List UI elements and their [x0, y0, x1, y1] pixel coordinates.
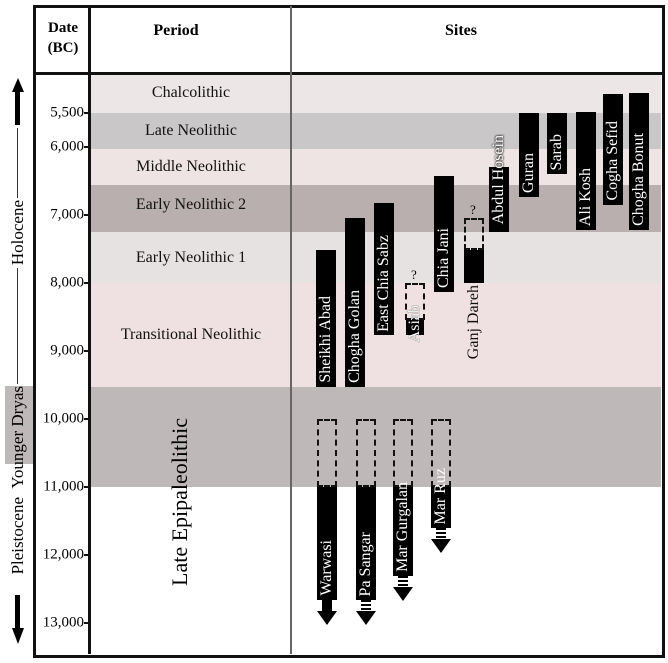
- tick-label: 13,000: [42, 614, 84, 631]
- site-label: Asiab: [406, 305, 423, 343]
- tick-label: 5,500: [50, 104, 84, 121]
- tick-mark: [84, 486, 90, 488]
- tick-mark: [84, 112, 90, 114]
- arrow-shaft: [322, 600, 332, 612]
- tick-label: 8,000: [50, 274, 84, 291]
- arrow-down-icon: [356, 611, 376, 625]
- site-bar: [431, 487, 451, 528]
- sites-column-divider: [290, 6, 292, 654]
- site-bar: [317, 487, 337, 600]
- uncertain-range: [393, 419, 413, 487]
- site-bar: [316, 250, 336, 388]
- uncertain-range: [464, 218, 484, 251]
- header-date: Date (BC): [36, 18, 90, 58]
- site-bar: [603, 93, 623, 205]
- arrow-shaft-striped: [436, 527, 446, 540]
- holocene-arrow-up-icon: [12, 78, 24, 92]
- tick-mark: [84, 214, 90, 216]
- holocene-arrow-shaft: [15, 90, 20, 125]
- question-mark: ?: [470, 202, 476, 218]
- site-label: Pa Sangar: [357, 531, 374, 596]
- site-label: Chogha Bonut: [630, 133, 647, 226]
- site-bar: [519, 113, 539, 198]
- arrow-shaft-striped: [361, 600, 371, 612]
- tick-mark: [84, 622, 90, 624]
- site-bar: [374, 203, 394, 336]
- site-bar: [434, 175, 454, 292]
- site-bar: [393, 487, 413, 576]
- header-date-unit: (BC): [47, 40, 79, 56]
- pleistocene-arrow-shaft: [15, 595, 20, 630]
- site-label: Ganj Dareh: [465, 285, 482, 360]
- period-label: Middle Neolithic: [136, 158, 246, 176]
- uncertain-range: [356, 419, 376, 487]
- date-column-divider: [88, 6, 91, 654]
- uncertain-range: [317, 419, 337, 487]
- period-label: Late Neolithic: [145, 122, 237, 140]
- header-sites: Sites: [445, 22, 477, 39]
- tick-mark: [84, 282, 90, 284]
- holocene-line: [17, 128, 18, 198]
- tick-label: 12,000: [42, 546, 84, 563]
- tick-label: 7,000: [50, 206, 84, 223]
- site-bar: [547, 113, 567, 175]
- site-label: East Chia Sabz: [375, 234, 392, 332]
- arrow-down-icon: [317, 611, 337, 625]
- site-label: Sarab: [548, 133, 565, 171]
- tick-label: 6,000: [50, 138, 84, 155]
- period-band: [91, 387, 661, 487]
- header-period: Period: [153, 22, 199, 39]
- tick-mark: [84, 350, 90, 352]
- site-label: Warwasi: [318, 540, 335, 596]
- outer-border: [33, 5, 665, 658]
- younger-dryas-band-left: [5, 386, 34, 464]
- site-bar: [576, 112, 596, 230]
- site-label: Mar Ruz: [432, 467, 449, 524]
- site-label: Mar Gurgalan: [394, 481, 411, 572]
- holocene-line-lower: [17, 268, 18, 384]
- site-label: Ali Kosh: [577, 167, 594, 226]
- tick-mark: [84, 554, 90, 556]
- uncertain-range: [405, 283, 425, 321]
- site-bar: [345, 218, 365, 388]
- site-label: Chogha Golan: [346, 290, 363, 384]
- header-row: [34, 6, 662, 75]
- site-bar: [489, 166, 509, 232]
- period-band: [91, 73, 661, 113]
- tick-mark: [84, 146, 90, 148]
- question-mark: ?: [411, 267, 417, 282]
- pleistocene-label: Pleistocene: [8, 497, 27, 575]
- tick-label: 9,000: [50, 342, 84, 359]
- tick-label: 10,000: [42, 410, 84, 427]
- arrow-down-icon: [431, 538, 451, 553]
- period-label: Transitional Neolithic: [120, 326, 262, 344]
- period-label: Early Neolithic 1: [135, 248, 247, 266]
- uncertain-range: [431, 419, 451, 487]
- site-label: Sheikhi Abad: [317, 296, 334, 384]
- tick-label: 11,000: [43, 478, 84, 495]
- period-label: Early Neolithic 2: [135, 195, 247, 213]
- pleistocene-arrow-down-icon: [12, 628, 24, 644]
- younger-dryas-label: Younger Dryas: [8, 386, 27, 489]
- site-label: Guran: [520, 153, 537, 194]
- late-epipaleolithic-label: Late Epipaleolithic: [167, 418, 192, 586]
- site-bar: [406, 320, 424, 336]
- header-date-label: Date: [48, 20, 78, 36]
- site-bar: [629, 92, 649, 230]
- tick-mark: [84, 418, 90, 420]
- site-label: Abdul Hosein: [490, 134, 507, 224]
- site-label: Cogha Sefid: [604, 121, 621, 201]
- site-bar: [356, 487, 376, 600]
- arrow-shaft-striped: [398, 575, 408, 588]
- period-label: Chalcolithic: [151, 84, 231, 101]
- arrow-down-icon: [393, 586, 413, 601]
- holocene-label: Holocene: [8, 200, 27, 266]
- site-label: Chia Jani: [435, 227, 452, 288]
- site-bar: [464, 250, 484, 283]
